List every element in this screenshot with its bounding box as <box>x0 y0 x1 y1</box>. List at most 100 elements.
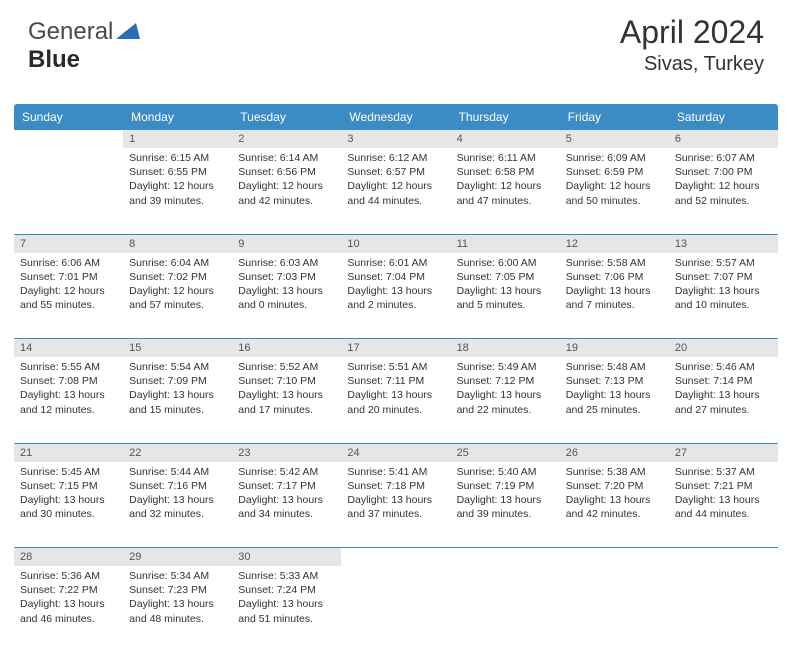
month-title: April 2024 <box>620 14 764 51</box>
day-content-cell: Sunrise: 6:04 AMSunset: 7:02 PMDaylight:… <box>123 253 232 339</box>
sunrise-text: Sunrise: 5:49 AM <box>457 360 554 374</box>
sunset-text: Sunset: 7:21 PM <box>675 479 772 493</box>
daylight-text: Daylight: 13 hours and 42 minutes. <box>566 493 663 521</box>
day-content-cell <box>14 148 123 234</box>
day-content-cell <box>451 566 560 652</box>
logo-text: GeneralBlue <box>28 18 140 74</box>
sunset-text: Sunset: 7:07 PM <box>675 270 772 284</box>
sunset-text: Sunset: 6:58 PM <box>457 165 554 179</box>
daylight-text: Daylight: 13 hours and 32 minutes. <box>129 493 226 521</box>
day-number-cell <box>451 548 560 567</box>
sunrise-text: Sunrise: 5:52 AM <box>238 360 335 374</box>
sunset-text: Sunset: 7:19 PM <box>457 479 554 493</box>
sunset-text: Sunset: 7:16 PM <box>129 479 226 493</box>
sunset-text: Sunset: 6:59 PM <box>566 165 663 179</box>
day-number-cell: 25 <box>451 443 560 462</box>
sunrise-text: Sunrise: 5:37 AM <box>675 465 772 479</box>
sunset-text: Sunset: 7:04 PM <box>347 270 444 284</box>
header: April 2024 Sivas, Turkey <box>620 14 764 76</box>
content-row: Sunrise: 6:06 AMSunset: 7:01 PMDaylight:… <box>14 253 778 339</box>
day-content-cell <box>560 566 669 652</box>
sunrise-text: Sunrise: 6:00 AM <box>457 256 554 270</box>
day-content-cell: Sunrise: 5:46 AMSunset: 7:14 PMDaylight:… <box>669 357 778 443</box>
sunset-text: Sunset: 7:13 PM <box>566 374 663 388</box>
sunset-text: Sunset: 7:05 PM <box>457 270 554 284</box>
day-content-cell: Sunrise: 5:49 AMSunset: 7:12 PMDaylight:… <box>451 357 560 443</box>
day-number-cell: 27 <box>669 443 778 462</box>
content-row: Sunrise: 5:45 AMSunset: 7:15 PMDaylight:… <box>14 462 778 548</box>
daylight-text: Daylight: 13 hours and 20 minutes. <box>347 388 444 416</box>
sunset-text: Sunset: 7:09 PM <box>129 374 226 388</box>
sunset-text: Sunset: 7:10 PM <box>238 374 335 388</box>
daylight-text: Daylight: 13 hours and 34 minutes. <box>238 493 335 521</box>
daynum-row: 21222324252627 <box>14 443 778 462</box>
day-content-cell: Sunrise: 5:55 AMSunset: 7:08 PMDaylight:… <box>14 357 123 443</box>
day-header: Sunday <box>14 104 123 130</box>
sunrise-text: Sunrise: 5:42 AM <box>238 465 335 479</box>
sunrise-text: Sunrise: 6:04 AM <box>129 256 226 270</box>
day-content-cell: Sunrise: 5:40 AMSunset: 7:19 PMDaylight:… <box>451 462 560 548</box>
sunrise-text: Sunrise: 5:41 AM <box>347 465 444 479</box>
day-content-cell <box>669 566 778 652</box>
day-content-cell: Sunrise: 5:48 AMSunset: 7:13 PMDaylight:… <box>560 357 669 443</box>
sunset-text: Sunset: 7:24 PM <box>238 583 335 597</box>
day-number-cell: 3 <box>341 130 450 148</box>
sunset-text: Sunset: 6:55 PM <box>129 165 226 179</box>
day-number-cell: 26 <box>560 443 669 462</box>
daylight-text: Daylight: 13 hours and 15 minutes. <box>129 388 226 416</box>
sunrise-text: Sunrise: 6:14 AM <box>238 151 335 165</box>
day-content-cell: Sunrise: 5:33 AMSunset: 7:24 PMDaylight:… <box>232 566 341 652</box>
day-number-cell: 5 <box>560 130 669 148</box>
day-content-cell: Sunrise: 5:44 AMSunset: 7:16 PMDaylight:… <box>123 462 232 548</box>
day-number-cell: 12 <box>560 234 669 253</box>
sunrise-text: Sunrise: 5:46 AM <box>675 360 772 374</box>
daylight-text: Daylight: 12 hours and 52 minutes. <box>675 179 772 207</box>
daylight-text: Daylight: 13 hours and 2 minutes. <box>347 284 444 312</box>
daylight-text: Daylight: 13 hours and 0 minutes. <box>238 284 335 312</box>
day-number-cell: 13 <box>669 234 778 253</box>
day-number-cell: 15 <box>123 339 232 358</box>
day-number-cell: 28 <box>14 548 123 567</box>
daylight-text: Daylight: 13 hours and 17 minutes. <box>238 388 335 416</box>
sunrise-text: Sunrise: 6:09 AM <box>566 151 663 165</box>
sunset-text: Sunset: 7:20 PM <box>566 479 663 493</box>
daylight-text: Daylight: 13 hours and 22 minutes. <box>457 388 554 416</box>
sunrise-text: Sunrise: 5:40 AM <box>457 465 554 479</box>
day-content-cell: Sunrise: 5:45 AMSunset: 7:15 PMDaylight:… <box>14 462 123 548</box>
day-number-cell: 21 <box>14 443 123 462</box>
day-number-cell: 22 <box>123 443 232 462</box>
sunset-text: Sunset: 7:06 PM <box>566 270 663 284</box>
sunrise-text: Sunrise: 5:55 AM <box>20 360 117 374</box>
sunset-text: Sunset: 7:22 PM <box>20 583 117 597</box>
day-number-cell: 2 <box>232 130 341 148</box>
day-content-cell: Sunrise: 5:51 AMSunset: 7:11 PMDaylight:… <box>341 357 450 443</box>
sunrise-text: Sunrise: 6:01 AM <box>347 256 444 270</box>
logo-text-1: General <box>28 18 113 45</box>
day-header-row: Sunday Monday Tuesday Wednesday Thursday… <box>14 104 778 130</box>
sunrise-text: Sunrise: 5:54 AM <box>129 360 226 374</box>
day-number-cell: 16 <box>232 339 341 358</box>
sunset-text: Sunset: 7:03 PM <box>238 270 335 284</box>
day-content-cell: Sunrise: 5:54 AMSunset: 7:09 PMDaylight:… <box>123 357 232 443</box>
daylight-text: Daylight: 13 hours and 7 minutes. <box>566 284 663 312</box>
daynum-row: 123456 <box>14 130 778 148</box>
sunrise-text: Sunrise: 5:36 AM <box>20 569 117 583</box>
day-header: Friday <box>560 104 669 130</box>
day-number-cell: 11 <box>451 234 560 253</box>
day-content-cell: Sunrise: 5:36 AMSunset: 7:22 PMDaylight:… <box>14 566 123 652</box>
day-content-cell: Sunrise: 5:34 AMSunset: 7:23 PMDaylight:… <box>123 566 232 652</box>
sunrise-text: Sunrise: 6:06 AM <box>20 256 117 270</box>
day-number-cell: 14 <box>14 339 123 358</box>
sunset-text: Sunset: 7:00 PM <box>675 165 772 179</box>
sunrise-text: Sunrise: 6:03 AM <box>238 256 335 270</box>
content-row: Sunrise: 6:15 AMSunset: 6:55 PMDaylight:… <box>14 148 778 234</box>
sunrise-text: Sunrise: 5:34 AM <box>129 569 226 583</box>
day-number-cell: 6 <box>669 130 778 148</box>
daylight-text: Daylight: 13 hours and 5 minutes. <box>457 284 554 312</box>
daylight-text: Daylight: 13 hours and 10 minutes. <box>675 284 772 312</box>
daynum-row: 14151617181920 <box>14 339 778 358</box>
day-content-cell: Sunrise: 6:11 AMSunset: 6:58 PMDaylight:… <box>451 148 560 234</box>
daylight-text: Daylight: 13 hours and 44 minutes. <box>675 493 772 521</box>
daylight-text: Daylight: 12 hours and 47 minutes. <box>457 179 554 207</box>
sunrise-text: Sunrise: 6:07 AM <box>675 151 772 165</box>
